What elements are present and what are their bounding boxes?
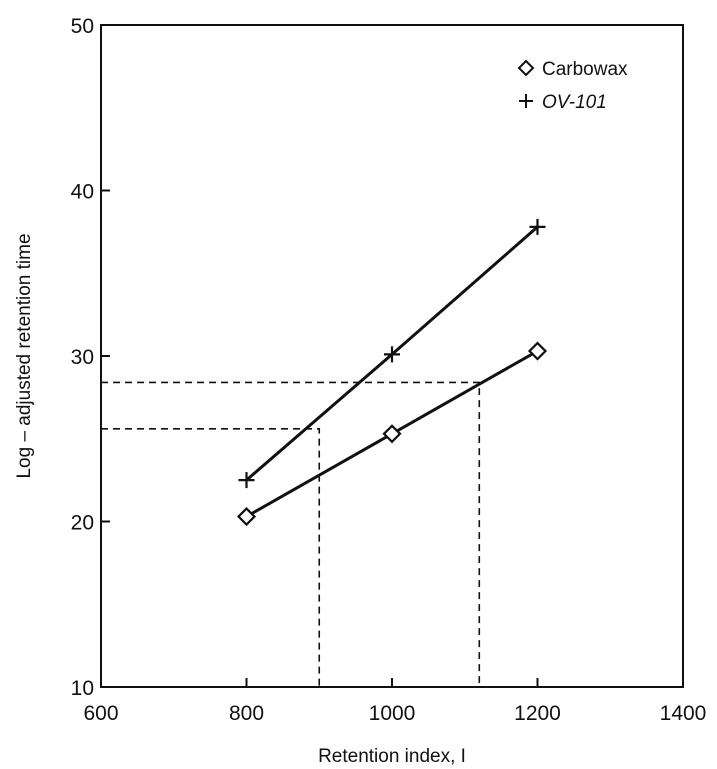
- ov-101-point: [238, 472, 255, 489]
- x-tick-label: 1200: [514, 702, 561, 725]
- carbowax-point: [236, 506, 257, 527]
- legend: Carbowax OV-101: [517, 59, 628, 113]
- legend-marker-carbowax: [517, 59, 535, 77]
- series-layer: [236, 218, 548, 527]
- ov-101-point: [384, 346, 400, 363]
- y-tick-label: 10: [71, 677, 94, 700]
- axis-ticks: 600 800 1000 1200 1400 10 20 30 40 50: [71, 15, 707, 725]
- x-tick-label: 1400: [660, 702, 707, 725]
- x-tick-label: 1000: [369, 702, 416, 725]
- y-tick-label: 40: [71, 181, 94, 204]
- carbowax-point: [527, 341, 548, 361]
- legend-marker-ov-101: [519, 94, 533, 108]
- reference-lines: [101, 381, 481, 687]
- y-tick-label: 30: [71, 346, 94, 369]
- reference-line-1: [101, 428, 321, 687]
- ov-101-point: [529, 218, 546, 235]
- y-tick-label: 50: [71, 15, 94, 38]
- x-tick-label: 800: [229, 702, 264, 725]
- carbowax-point: [382, 424, 402, 444]
- y-tick-label: 20: [71, 512, 94, 535]
- legend-label-ov-101: OV-101: [542, 92, 607, 113]
- x-axis-title: Retention index, I: [318, 746, 466, 767]
- reference-line-2: [101, 381, 481, 687]
- x-tick-label: 600: [83, 702, 118, 725]
- legend-label-carbowax: Carbowax: [542, 59, 628, 80]
- y-axis-title: Log – adjusted retention time: [14, 233, 35, 478]
